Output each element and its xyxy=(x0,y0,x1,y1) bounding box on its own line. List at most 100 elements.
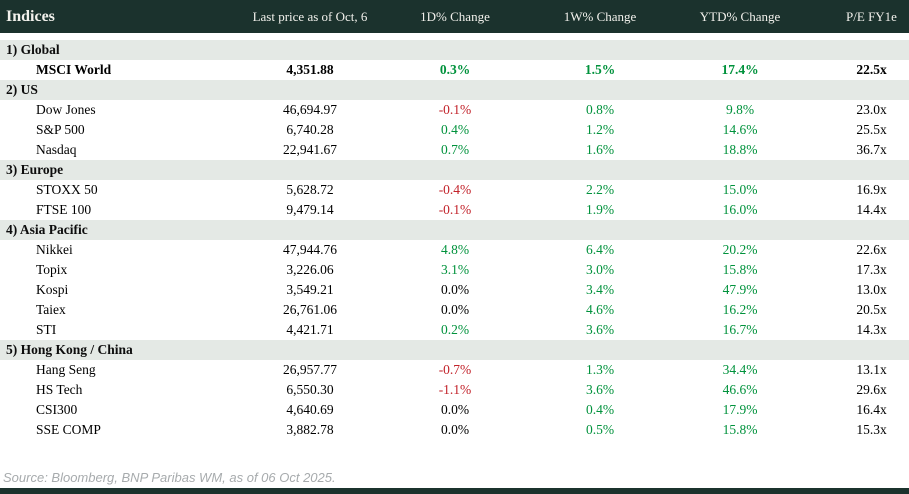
last-price: 3,549.21 xyxy=(240,280,380,300)
table-header: Indices Last price as of Oct, 6 1D% Chan… xyxy=(0,0,909,33)
pe-fy1e: 13.1x xyxy=(810,360,909,380)
change-1w: 0.4% xyxy=(530,400,670,420)
section-row-asia-pacific: 4) Asia Pacific xyxy=(0,220,909,240)
change-ytd: 20.2% xyxy=(670,240,810,260)
last-price: 6,550.30 xyxy=(240,380,380,400)
column-header-last-price: Last price as of Oct, 6 xyxy=(240,0,380,33)
index-name: MSCI World xyxy=(0,60,240,80)
change-1w: 6.4% xyxy=(530,240,670,260)
index-name: HS Tech xyxy=(0,380,240,400)
index-name: STOXX 50 xyxy=(0,180,240,200)
change-ytd: 15.8% xyxy=(670,260,810,280)
pe-fy1e: 17.3x xyxy=(810,260,909,280)
index-name: FTSE 100 xyxy=(0,200,240,220)
pe-fy1e: 23.0x xyxy=(810,100,909,120)
bottom-accent-bar xyxy=(0,488,909,494)
table-title: Indices xyxy=(0,0,240,33)
table-row: FTSE 100 9,479.14 -0.1% 1.9% 16.0% 14.4x xyxy=(0,200,909,220)
change-ytd: 34.4% xyxy=(670,360,810,380)
last-price: 26,957.77 xyxy=(240,360,380,380)
last-price: 22,941.67 xyxy=(240,140,380,160)
change-1d: -0.4% xyxy=(380,180,530,200)
section-row-hong-kong-china: 5) Hong Kong / China xyxy=(0,340,909,360)
table-row: Taiex 26,761.06 0.0% 4.6% 16.2% 20.5x xyxy=(0,300,909,320)
change-ytd: 18.8% xyxy=(670,140,810,160)
change-1d: -0.1% xyxy=(380,200,530,220)
table-row: HS Tech 6,550.30 -1.1% 3.6% 46.6% 29.6x xyxy=(0,380,909,400)
table-row: STOXX 50 5,628.72 -0.4% 2.2% 15.0% 16.9x xyxy=(0,180,909,200)
table-row: S&P 500 6,740.28 0.4% 1.2% 14.6% 25.5x xyxy=(0,120,909,140)
change-1w: 2.2% xyxy=(530,180,670,200)
index-name: Taiex xyxy=(0,300,240,320)
change-1d: -0.7% xyxy=(380,360,530,380)
change-1w: 4.6% xyxy=(530,300,670,320)
last-price: 26,761.06 xyxy=(240,300,380,320)
change-1d: 0.4% xyxy=(380,120,530,140)
last-price: 47,944.76 xyxy=(240,240,380,260)
change-ytd: 15.8% xyxy=(670,420,810,440)
change-ytd: 9.8% xyxy=(670,100,810,120)
pe-fy1e: 14.4x xyxy=(810,200,909,220)
column-header-ytd-change: YTD% Change xyxy=(670,0,810,33)
change-1d: -0.1% xyxy=(380,100,530,120)
table-row: CSI300 4,640.69 0.0% 0.4% 17.9% 16.4x xyxy=(0,400,909,420)
change-1d: 0.0% xyxy=(380,420,530,440)
change-1w: 3.6% xyxy=(530,380,670,400)
index-name: STI xyxy=(0,320,240,340)
index-name: Kospi xyxy=(0,280,240,300)
column-header-1d-change: 1D% Change xyxy=(380,0,530,33)
change-1w: 1.3% xyxy=(530,360,670,380)
change-1d: 0.3% xyxy=(380,60,530,80)
section-row-global: 1) Global xyxy=(0,40,909,60)
change-1d: 0.7% xyxy=(380,140,530,160)
change-ytd: 17.4% xyxy=(670,60,810,80)
index-name: Nasdaq xyxy=(0,140,240,160)
last-price: 3,226.06 xyxy=(240,260,380,280)
last-price: 4,421.71 xyxy=(240,320,380,340)
table-row: Nasdaq 22,941.67 0.7% 1.6% 18.8% 36.7x xyxy=(0,140,909,160)
change-1d: 3.1% xyxy=(380,260,530,280)
table-row: SSE COMP 3,882.78 0.0% 0.5% 15.8% 15.3x xyxy=(0,420,909,440)
last-price: 4,640.69 xyxy=(240,400,380,420)
column-header-1w-change: 1W% Change xyxy=(530,0,670,33)
index-name: SSE COMP xyxy=(0,420,240,440)
section-row-europe: 3) Europe xyxy=(0,160,909,180)
section-label: 1) Global xyxy=(0,40,909,60)
table-row: STI 4,421.71 0.2% 3.6% 16.7% 14.3x xyxy=(0,320,909,340)
change-ytd: 16.2% xyxy=(670,300,810,320)
change-1w: 0.8% xyxy=(530,100,670,120)
change-1w: 1.9% xyxy=(530,200,670,220)
last-price: 9,479.14 xyxy=(240,200,380,220)
pe-fy1e: 20.5x xyxy=(810,300,909,320)
header-row: Indices Last price as of Oct, 6 1D% Chan… xyxy=(0,0,909,33)
pe-fy1e: 13.0x xyxy=(810,280,909,300)
pe-fy1e: 15.3x xyxy=(810,420,909,440)
change-1w: 3.0% xyxy=(530,260,670,280)
change-1d: 0.2% xyxy=(380,320,530,340)
change-ytd: 14.6% xyxy=(670,120,810,140)
indices-table: Indices Last price as of Oct, 6 1D% Chan… xyxy=(0,0,909,440)
section-label: 4) Asia Pacific xyxy=(0,220,909,240)
pe-fy1e: 25.5x xyxy=(810,120,909,140)
table-row: MSCI World 4,351.88 0.3% 1.5% 17.4% 22.5… xyxy=(0,60,909,80)
change-ytd: 15.0% xyxy=(670,180,810,200)
pe-fy1e: 22.6x xyxy=(810,240,909,260)
change-ytd: 46.6% xyxy=(670,380,810,400)
table-row: Kospi 3,549.21 0.0% 3.4% 47.9% 13.0x xyxy=(0,280,909,300)
change-1d: 0.0% xyxy=(380,300,530,320)
index-name: Topix xyxy=(0,260,240,280)
change-1w: 1.5% xyxy=(530,60,670,80)
index-name: S&P 500 xyxy=(0,120,240,140)
last-price: 3,882.78 xyxy=(240,420,380,440)
last-price: 5,628.72 xyxy=(240,180,380,200)
change-ytd: 47.9% xyxy=(670,280,810,300)
last-price: 4,351.88 xyxy=(240,60,380,80)
table-row: Nikkei 47,944.76 4.8% 6.4% 20.2% 22.6x xyxy=(0,240,909,260)
pe-fy1e: 36.7x xyxy=(810,140,909,160)
index-name: Dow Jones xyxy=(0,100,240,120)
section-row-us: 2) US xyxy=(0,80,909,100)
last-price: 6,740.28 xyxy=(240,120,380,140)
change-1w: 1.6% xyxy=(530,140,670,160)
source-note: Source: Bloomberg, BNP Paribas WM, as of… xyxy=(3,470,336,485)
change-1d: 0.0% xyxy=(380,280,530,300)
